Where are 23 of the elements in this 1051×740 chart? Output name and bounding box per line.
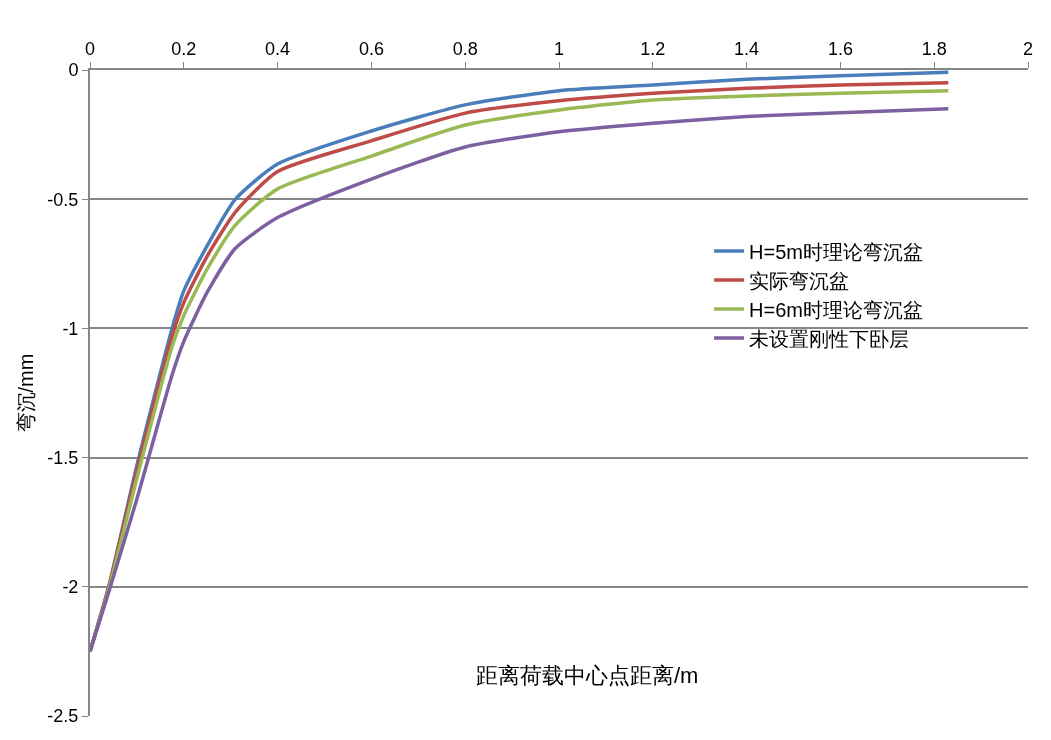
x-tick-label: 1.8 (921, 38, 947, 59)
y-axis-title: 弯沉/mm (15, 353, 38, 433)
x-tick-label: 1 (553, 38, 565, 59)
x-tick-label: 0.2 (171, 38, 197, 59)
x-tick-label: 1.6 (827, 38, 853, 59)
y-tick-label: 0 (68, 60, 79, 81)
x-tick-label: 0 (84, 38, 96, 59)
x-tick-label: 2 (1022, 38, 1034, 59)
x-axis-title: 距离荷载中心点距离/m (476, 663, 699, 688)
legend-label: H=5m时理论弯沉盆 (749, 240, 923, 263)
x-tick-label: 1.4 (734, 38, 760, 59)
legend-label: 未设置刚性下卧层 (749, 327, 910, 350)
y-tick-label: -1 (62, 318, 79, 339)
y-tick-label: -2.5 (47, 706, 79, 727)
x-tick-label: 0.8 (452, 38, 478, 59)
x-tick-label: 0.6 (358, 38, 384, 59)
y-tick-label: -2 (62, 577, 79, 598)
y-tick-label: -1.5 (47, 447, 79, 468)
legend-label: H=6m时理论弯沉盆 (749, 298, 923, 321)
x-tick-label: 1.2 (640, 38, 666, 59)
x-tick-label: 0.4 (265, 38, 291, 59)
y-tick-label: -0.5 (47, 189, 79, 210)
legend-label: 实际弯沉盆 (749, 269, 850, 292)
